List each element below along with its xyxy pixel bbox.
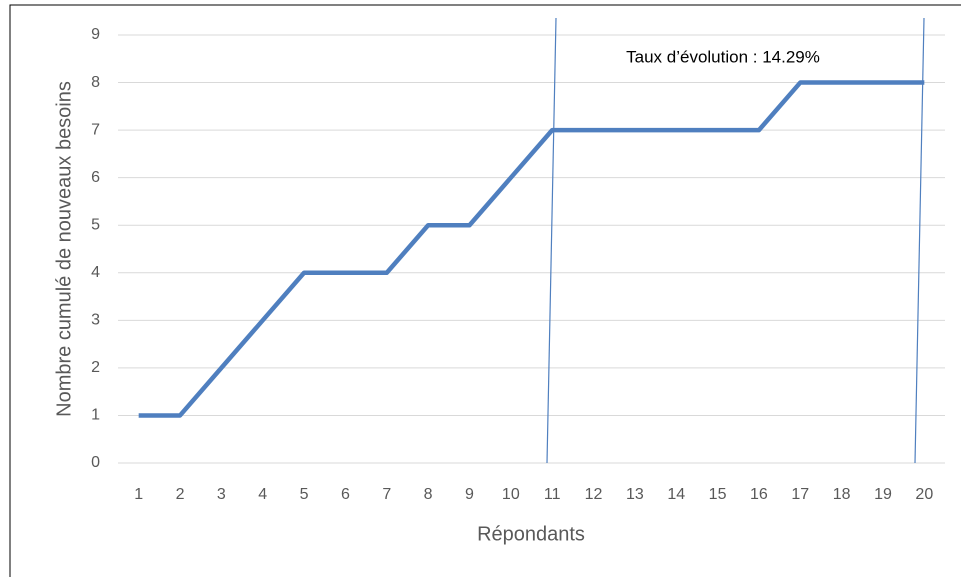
annotation: Taux d’évolution : 14.29% — [626, 47, 820, 66]
x-tick-label: 15 — [709, 486, 727, 503]
x-axis-label: Répondants — [477, 523, 585, 545]
y-tick-label: 2 — [91, 359, 100, 376]
x-tick-label: 9 — [465, 486, 474, 503]
y-tick-label: 3 — [91, 312, 100, 329]
x-tick-label: 5 — [300, 486, 309, 503]
marker-line — [546, 17, 557, 464]
y-axis-label: Nombre cumulé de nouveaux besoins — [53, 81, 75, 417]
y-tick-label: 8 — [91, 74, 100, 91]
y-tick-label: 1 — [91, 407, 100, 424]
x-tick-label: 17 — [791, 486, 809, 503]
y-tick-label: 7 — [91, 121, 100, 138]
x-tick-label: 12 — [585, 486, 603, 503]
chart-frame — [9, 4, 961, 577]
x-tick-label: 20 — [915, 486, 933, 503]
x-tick-label: 6 — [341, 486, 350, 503]
x-tick-label: 18 — [833, 486, 851, 503]
x-tick-label: 19 — [874, 486, 892, 503]
x-tick-label: 10 — [502, 486, 520, 503]
x-tick-label: 14 — [667, 486, 685, 503]
x-tick-label: 11 — [544, 486, 561, 503]
y-tick-label: 0 — [91, 454, 100, 471]
x-tick-label: 7 — [382, 486, 391, 503]
data-line — [138, 80, 925, 418]
y-tick-label: 4 — [91, 264, 100, 281]
x-tick-label: 1 — [134, 486, 143, 503]
y-tick-label: 9 — [91, 26, 100, 43]
x-tick-label: 2 — [176, 486, 185, 503]
y-tick-label: 6 — [91, 169, 100, 186]
x-tick-label: 8 — [424, 486, 433, 503]
x-tick-label: 13 — [626, 486, 644, 503]
x-tick-label: 3 — [217, 486, 226, 503]
y-tick-label: 5 — [91, 216, 100, 233]
x-tick-label: 16 — [750, 486, 768, 503]
x-tick-label: 4 — [258, 486, 267, 503]
marker-line — [914, 17, 925, 464]
